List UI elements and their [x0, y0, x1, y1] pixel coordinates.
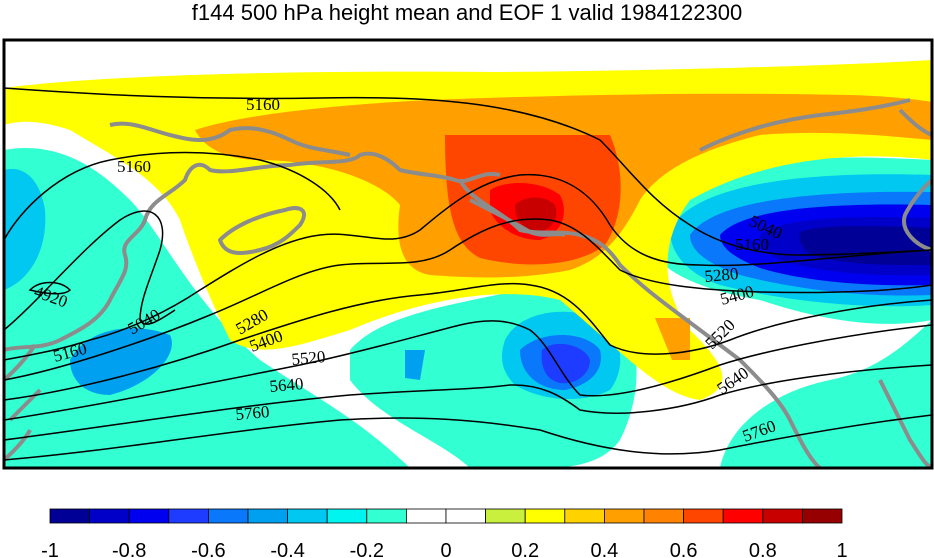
contour-5640 — [4, 364, 932, 441]
colorbar-swatch — [366, 508, 407, 524]
coastline-asia — [4, 151, 501, 352]
shade-neg-central-core — [541, 343, 590, 384]
colorbar-swatch — [89, 508, 130, 524]
plot-area: 5160 5160 4920 5040 5160 5280 5400 5520 … — [4, 40, 932, 468]
colorbar-tick-label: 0.8 — [749, 540, 777, 558]
shade-neg-ne-core — [799, 226, 932, 266]
colorbar-swatch — [49, 508, 90, 524]
contour-label: 5640 — [269, 374, 305, 396]
colorbar-swatch — [564, 508, 605, 524]
contour-5040 — [4, 210, 176, 331]
colorbar-swatch — [604, 508, 645, 524]
colorbar-swatch — [207, 508, 249, 524]
coastline-alaska — [458, 178, 822, 468]
colorbar-tick-label: -1 — [41, 540, 59, 558]
colorbar-swatch — [524, 508, 566, 524]
height-contours — [4, 87, 932, 461]
coastline-sw — [878, 379, 932, 468]
contour-5760 — [4, 414, 932, 461]
shade-pos-core — [515, 197, 557, 232]
coastlines — [4, 98, 932, 468]
coastline-canada — [699, 98, 932, 252]
coastline-japan — [4, 343, 42, 462]
colorbar-tick-label: -0.2 — [350, 540, 384, 558]
colorbar-swatch — [802, 508, 843, 524]
map-title: f144 500 hPa height mean and EOF 1 valid… — [191, 0, 743, 25]
contour-label: 5160 — [246, 95, 280, 114]
contour-5160-west — [4, 151, 341, 241]
eof-shading — [4, 60, 932, 468]
colorbar-swatch — [683, 508, 724, 524]
colorbar-tick-label: -0.8 — [112, 540, 146, 558]
colorbar-tick-label: -0.4 — [270, 540, 304, 558]
colorbar-swatch — [762, 508, 803, 524]
colorbar-tick-label: 0.6 — [670, 540, 698, 558]
shade-pos-orange-small — [655, 318, 690, 360]
contour-5160-sw — [4, 173, 932, 361]
contour-label: 5760 — [235, 402, 271, 424]
shade-neg-west-light — [4, 169, 46, 290]
colorbar-swatch — [405, 508, 447, 524]
colorbar-swatch — [128, 508, 170, 524]
contour-5400 — [4, 282, 932, 401]
contour-label: 5520 — [291, 347, 327, 369]
coastline-arctic — [109, 121, 351, 157]
colorbar-tick-label: 0 — [440, 540, 451, 558]
contour-4920 — [28, 281, 72, 295]
contour-label: 5280 — [704, 264, 740, 286]
contour-5520 — [4, 320, 932, 421]
plot-frame — [2, 38, 934, 470]
colorbar-swatch — [445, 508, 486, 524]
colorbar-tick-label: 0.2 — [511, 540, 539, 558]
contour-5160-north — [4, 87, 932, 256]
shade-neg-west-blue — [70, 328, 172, 395]
coastline-aleutians — [469, 198, 566, 237]
colorbar-swatch — [643, 508, 684, 524]
colorbar-swatch — [287, 508, 328, 524]
contour-label: 5160 — [735, 235, 769, 254]
colorbar-swatch — [722, 508, 764, 524]
colorbar-tick-label: 1 — [836, 540, 847, 558]
shade-neg-small — [405, 350, 425, 380]
contour-5280 — [4, 218, 932, 381]
colorbar-swatch — [326, 508, 368, 524]
colorbar-swatch — [168, 508, 209, 524]
shade-neg-southeast — [720, 320, 932, 468]
colorbar: -1 -0.8 -0.6 -0.4 -0.2 0 0.2 0.4 0.6 0.8 1 — [41, 508, 848, 558]
colorbar-tick-label: -0.6 — [191, 540, 225, 558]
contour-label: 5160 — [117, 157, 151, 176]
colorbar-swatch — [247, 508, 288, 524]
coastline-kamchatka — [218, 206, 306, 255]
colorbar-swatch — [485, 508, 526, 524]
colorbar-tick-label: 0.4 — [590, 540, 618, 558]
